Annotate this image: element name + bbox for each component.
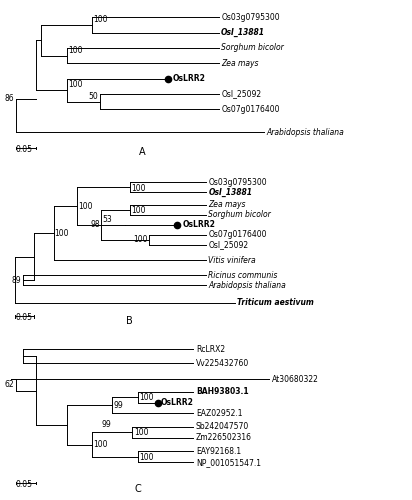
Text: 100: 100 bbox=[93, 440, 108, 449]
Text: Vv225432760: Vv225432760 bbox=[196, 358, 249, 368]
Text: Sorghum bicolor: Sorghum bicolor bbox=[208, 210, 271, 220]
Text: 100: 100 bbox=[79, 202, 93, 210]
Text: 100: 100 bbox=[134, 428, 148, 438]
Text: 0.05: 0.05 bbox=[15, 313, 33, 322]
Text: EAY92168.1: EAY92168.1 bbox=[196, 447, 241, 456]
Text: Zm226502316: Zm226502316 bbox=[196, 434, 252, 442]
Text: 100: 100 bbox=[93, 15, 108, 24]
Text: Os07g0176400: Os07g0176400 bbox=[208, 230, 267, 239]
Text: At30680322: At30680322 bbox=[272, 375, 319, 384]
Text: OsI_13881: OsI_13881 bbox=[208, 188, 253, 197]
Text: 100: 100 bbox=[55, 228, 69, 237]
Text: 53: 53 bbox=[102, 214, 112, 224]
Text: 86: 86 bbox=[5, 94, 14, 104]
Text: Vitis vinifera: Vitis vinifera bbox=[208, 256, 256, 264]
Text: 100: 100 bbox=[133, 236, 147, 244]
Text: 99: 99 bbox=[113, 400, 123, 409]
Text: Arabidopsis thaliana: Arabidopsis thaliana bbox=[267, 128, 344, 137]
Text: Ricinus communis: Ricinus communis bbox=[208, 270, 278, 280]
Text: 100: 100 bbox=[131, 206, 145, 215]
Text: Zea mays: Zea mays bbox=[221, 59, 259, 68]
Text: 62: 62 bbox=[5, 380, 14, 390]
Text: Os03g0795300: Os03g0795300 bbox=[221, 13, 280, 22]
Text: OsI_25092: OsI_25092 bbox=[208, 240, 248, 250]
Text: 99: 99 bbox=[101, 420, 111, 430]
Text: OsLRR2: OsLRR2 bbox=[173, 74, 206, 83]
Text: 100: 100 bbox=[139, 453, 153, 462]
Text: BAH93803.1: BAH93803.1 bbox=[196, 387, 248, 396]
Text: 100: 100 bbox=[68, 80, 82, 90]
Text: RcLRX2: RcLRX2 bbox=[196, 345, 225, 354]
Text: B: B bbox=[126, 316, 133, 326]
Text: OsLRR2: OsLRR2 bbox=[182, 220, 215, 230]
Text: Os03g0795300: Os03g0795300 bbox=[208, 178, 267, 187]
Text: 0.05: 0.05 bbox=[16, 480, 33, 488]
Text: 98: 98 bbox=[90, 220, 100, 230]
Text: OsI_25092: OsI_25092 bbox=[221, 90, 261, 98]
Text: OsLRR2: OsLRR2 bbox=[160, 398, 193, 407]
Text: Os07g0176400: Os07g0176400 bbox=[221, 105, 280, 114]
Text: A: A bbox=[139, 148, 146, 158]
Text: Triticum aestivum: Triticum aestivum bbox=[237, 298, 314, 307]
Text: C: C bbox=[134, 484, 141, 494]
Text: Arabidopsis thaliana: Arabidopsis thaliana bbox=[208, 280, 286, 289]
Text: EAZ02952.1: EAZ02952.1 bbox=[196, 409, 242, 418]
Text: Sorghum bicolor: Sorghum bicolor bbox=[221, 44, 284, 52]
Text: 100: 100 bbox=[68, 46, 82, 55]
Text: 100: 100 bbox=[131, 184, 145, 192]
Text: NP_001051547.1: NP_001051547.1 bbox=[196, 458, 261, 467]
Text: Sb242047570: Sb242047570 bbox=[196, 422, 249, 432]
Text: 89: 89 bbox=[12, 276, 21, 284]
Text: 100: 100 bbox=[139, 393, 153, 402]
Text: OsI_13881: OsI_13881 bbox=[221, 28, 265, 37]
Text: Zea mays: Zea mays bbox=[208, 200, 246, 209]
Text: 0.05: 0.05 bbox=[16, 144, 33, 154]
Text: 50: 50 bbox=[89, 92, 98, 101]
